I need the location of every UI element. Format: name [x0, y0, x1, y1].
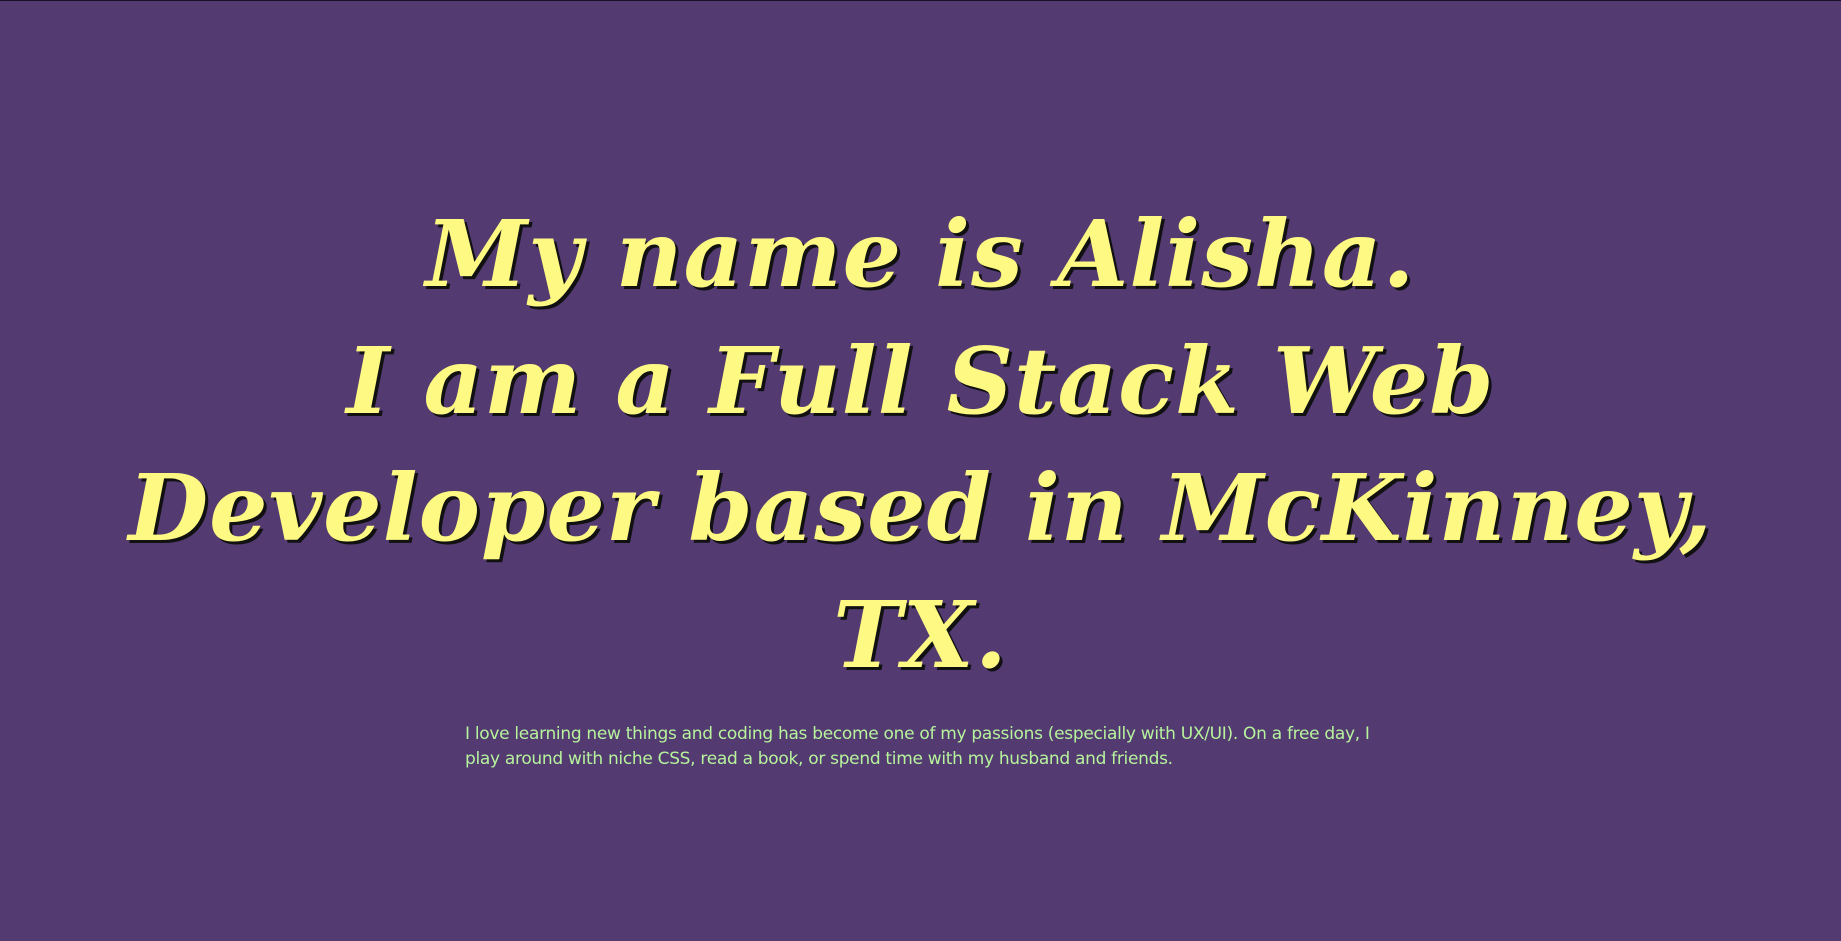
hero-headline: My name is Alisha. I am a Full Stack Web…	[0, 191, 1841, 699]
hero-headline-container: My name is Alisha. I am a Full Stack Web…	[0, 191, 1841, 699]
headline-line-1: My name is Alisha.	[425, 200, 1416, 308]
headline-line-2: I am a Full Stack Web	[346, 327, 1495, 435]
headline-line-4: TX.	[833, 581, 1008, 689]
headline-line-3: Developer based in McKinney,	[128, 454, 1713, 562]
about-paragraph: I love learning new things and coding ha…	[465, 724, 1370, 769]
